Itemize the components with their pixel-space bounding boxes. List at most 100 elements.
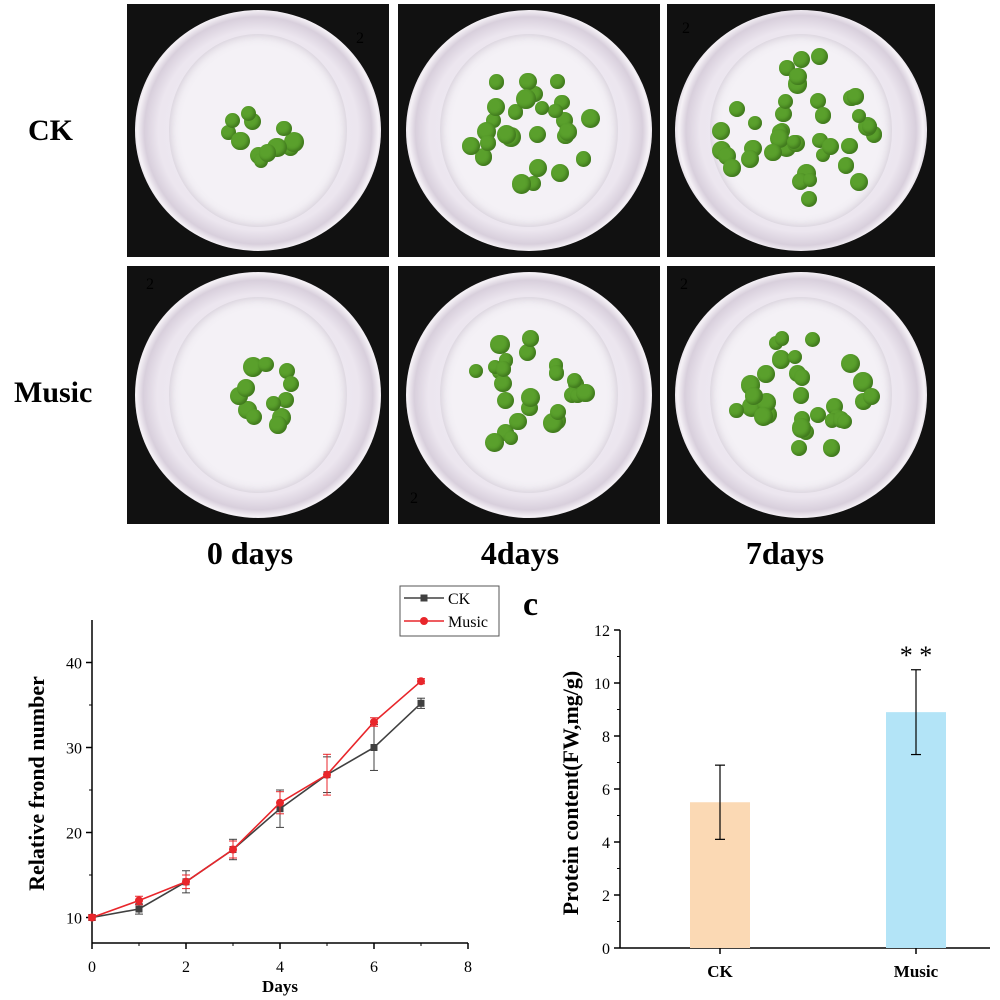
frond [747,115,762,130]
frond [548,104,563,119]
frond [811,47,829,65]
frond [246,408,263,425]
frond [230,131,250,151]
frond [580,109,600,129]
frond [756,364,775,383]
dish-number: 2 [680,276,688,293]
dish-well [168,34,348,227]
frond [278,363,296,380]
frond [792,386,810,404]
bar-y-tick-label: 2 [602,888,610,905]
significance-marker: * * [900,641,933,670]
frond [849,173,868,192]
frond [793,369,810,386]
legend-label-ck: CK [448,591,471,608]
frond [278,392,295,408]
petri-dish-photo [667,266,935,524]
frond [496,391,514,409]
data-point-circle [417,677,425,686]
frond [507,104,523,120]
legend-label-music: Music [448,614,488,631]
frond [474,148,493,167]
y-tick-label: 40 [66,656,82,673]
frond [787,134,802,150]
frond [549,403,567,421]
line-y-axis-label: Relative frond number [24,676,49,891]
frond [240,105,256,121]
frond [789,68,807,86]
frond [489,74,505,90]
frond [468,364,483,379]
day-label-7: 7days [745,535,825,571]
dish-well [168,296,348,494]
frond [236,378,255,398]
bar-y-tick-label: 10 [594,676,610,693]
frond [774,331,790,346]
frond [787,350,802,365]
petri-dish-photo [127,4,389,257]
petri-dish-photo [398,266,660,524]
frond [516,88,537,109]
dish-number: 2 [682,20,690,37]
frond [534,101,549,116]
frond [728,100,746,117]
legend-box [399,585,500,637]
frond [753,407,773,426]
x-tick-label: 0 [88,959,96,976]
frond [521,388,541,408]
frond [550,73,566,89]
dish-number: 2 [410,490,418,507]
data-point-square [135,905,143,913]
y-tick-label: 30 [66,741,82,758]
frond [528,126,546,144]
frond [512,174,532,194]
frond [484,433,504,452]
frond [771,350,791,369]
frond [775,105,792,123]
row-label-music: Music [14,376,93,409]
frond [576,151,592,167]
frond [847,88,864,105]
frond [548,365,565,381]
frond [559,123,577,141]
frond [258,144,277,162]
frond [800,190,817,207]
petri-dish-photo [127,266,389,524]
row-label-ck: CK [28,114,73,147]
frond [853,372,873,392]
frond [497,125,516,145]
frond [809,407,826,424]
bar-y-tick-label: 6 [602,782,610,799]
bar-category-label-music: Music [894,962,939,981]
frond [519,72,537,90]
frond [723,159,741,177]
data-point-circle [88,913,96,922]
frond [769,128,790,149]
bar-y-axis-label: Protein content(FW,mg/g) [558,671,583,915]
frond [225,113,241,129]
frond [729,403,745,418]
frond [840,137,858,155]
frond [495,361,512,377]
frond [461,137,480,155]
bar-y-tick-label: 8 [602,729,610,746]
frond [504,430,519,445]
frond [778,93,794,109]
line-x-axis-label: Days [262,977,298,996]
data-point-circle [370,718,378,726]
frond [764,143,783,162]
frond [802,172,817,187]
legend-marker-square [420,594,428,602]
frond [269,416,288,434]
frond [284,131,305,152]
frond [276,120,292,136]
frond [576,383,595,403]
frond [810,92,827,110]
frond [566,373,582,389]
data-point-square [417,699,425,707]
y-tick-label: 10 [66,911,82,928]
frond [518,343,536,362]
frond [550,164,569,183]
frond [243,356,263,377]
